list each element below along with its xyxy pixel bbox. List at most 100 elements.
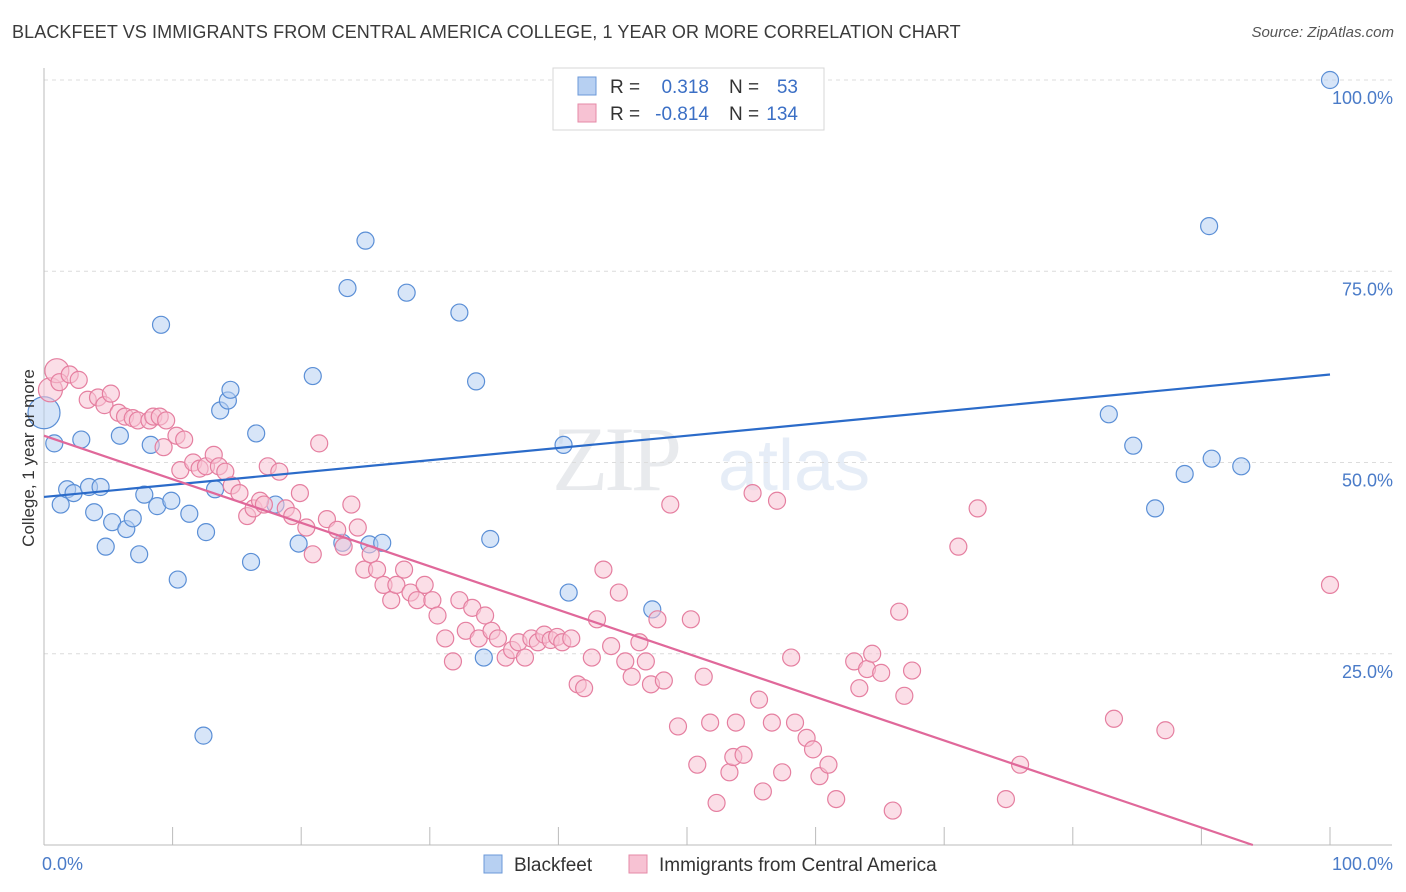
blackfeet-point-20: [168, 570, 187, 589]
blackfeet-point-30: [289, 534, 308, 553]
blackfeet-point-11: [110, 426, 129, 445]
blackfeet-point-49: [1175, 464, 1194, 484]
central-america-point-77: [562, 629, 581, 648]
blackfeet-point-40: [474, 648, 493, 667]
x-tick-label-1: 100.0%: [1332, 854, 1393, 874]
legend-swatch-blackfeet: [577, 76, 597, 96]
central-america-point-98: [707, 793, 726, 813]
watermark-atlas: atlas: [718, 426, 870, 506]
legend-r-label-1: R =: [610, 77, 640, 98]
blackfeet-point-9: [96, 537, 115, 556]
blackfeet-point-28: [247, 424, 266, 443]
central-america-point-50: [382, 591, 401, 610]
central-america-point-85: [616, 652, 635, 671]
central-america-point-45: [348, 518, 367, 537]
central-america-point-88: [636, 652, 655, 671]
central-america-point-40: [310, 434, 329, 453]
blackfeet-point-42: [554, 435, 573, 455]
y-axis-title: College, 1 year or more: [19, 369, 38, 547]
central-america-point-17: [154, 438, 173, 457]
central-america-point-48: [367, 560, 387, 579]
central-america-trend-line: [43, 434, 1254, 847]
central-america-point-96: [694, 667, 713, 686]
central-america-point-127: [996, 789, 1016, 809]
central-america-points: [37, 358, 1340, 820]
series-legend: Blackfeet Immigrants from Central Americ…: [483, 854, 937, 876]
central-america-point-126: [968, 499, 987, 518]
legend-n-label-1: N =: [729, 77, 759, 98]
legend-n-value-1: 53: [777, 77, 798, 98]
central-america-point-109: [782, 648, 801, 667]
blackfeet-points: [27, 70, 1340, 745]
source-label: Source: ZipAtlas.com: [1251, 24, 1394, 41]
central-america-point-86: [622, 667, 641, 686]
blackfeet-point-33: [338, 278, 357, 298]
central-america-point-120: [872, 663, 891, 682]
trend-lines: [43, 373, 1331, 847]
central-america-point-64: [475, 606, 495, 625]
y-tick-label-1: 50.0%: [1342, 471, 1393, 491]
blackfeet-point-41: [481, 529, 500, 549]
blackfeet-point-51: [1202, 449, 1221, 468]
y-tick-label-3: 100.0%: [1332, 88, 1393, 108]
blackfeet-point-26: [221, 380, 240, 399]
central-america-point-19: [175, 430, 194, 449]
x-tick-label-0: 0.0%: [42, 854, 83, 874]
blackfeet-point-52: [1232, 457, 1251, 476]
central-america-point-44: [342, 495, 361, 514]
bottom-legend-central-america: Immigrants from Central America: [659, 855, 937, 876]
central-america-point-82: [594, 560, 613, 579]
blackfeet-point-45: [194, 726, 213, 745]
central-america-point-93: [668, 717, 688, 736]
central-america-point-124: [902, 661, 922, 680]
central-america-point-80: [582, 648, 601, 667]
central-america-point-59: [443, 652, 463, 671]
blackfeet-point-31: [303, 366, 322, 386]
watermark-zip: ZIP: [552, 408, 679, 510]
central-america-point-130: [1156, 721, 1175, 740]
blackfeet-point-7: [85, 503, 104, 522]
central-america-point-107: [767, 491, 787, 510]
legend-n-label-2: N =: [729, 104, 759, 125]
blackfeet-point-18: [151, 315, 171, 334]
blackfeet-point-15: [135, 485, 154, 504]
central-america-point-104: [749, 690, 769, 709]
central-america-point-105: [753, 782, 772, 801]
central-america-point-8: [101, 384, 120, 403]
blackfeet-point-21: [180, 504, 199, 523]
blackfeet-point-50: [1200, 217, 1219, 236]
central-america-point-51: [387, 575, 406, 595]
y-tick-label-2: 75.0%: [1342, 279, 1393, 299]
central-america-point-102: [734, 745, 753, 764]
central-america-point-103: [743, 484, 762, 503]
central-america-point-123: [895, 686, 914, 705]
central-america-point-92: [661, 495, 680, 514]
central-america-point-57: [428, 606, 447, 625]
stats-legend-box: [552, 67, 825, 131]
central-america-point-95: [688, 755, 707, 774]
blackfeet-point-39: [466, 372, 486, 391]
central-america-point-90: [648, 610, 667, 629]
central-america-point-52: [394, 560, 414, 579]
legend-r-label-2: R =: [610, 104, 640, 125]
central-america-point-125: [949, 537, 968, 556]
central-america-point-129: [1104, 709, 1124, 728]
blackfeet-point-14: [130, 545, 149, 564]
blackfeet-trend-line: [43, 373, 1331, 499]
central-america-point-110: [785, 713, 805, 732]
blackfeet-point-53: [1320, 70, 1340, 90]
central-america-point-70: [515, 648, 535, 667]
central-america-point-43: [334, 537, 353, 556]
central-america-point-122: [890, 602, 909, 621]
central-america-point-121: [883, 801, 902, 820]
chart-title: BLACKFEET VS IMMIGRANTS FROM CENTRAL AME…: [12, 22, 961, 42]
y-tick-label-0: 25.0%: [1342, 662, 1393, 682]
stats-legend: R = 0.318 N = 53 R = -0.814 N = 134: [552, 67, 825, 131]
legend-swatch-central-america: [577, 103, 597, 123]
central-america-point-112: [803, 740, 823, 759]
blackfeet-point-1: [45, 434, 64, 453]
central-america-point-131: [1320, 575, 1340, 595]
blackfeet-point-47: [1124, 436, 1143, 455]
legend-r-value-2: -0.814: [655, 104, 709, 125]
